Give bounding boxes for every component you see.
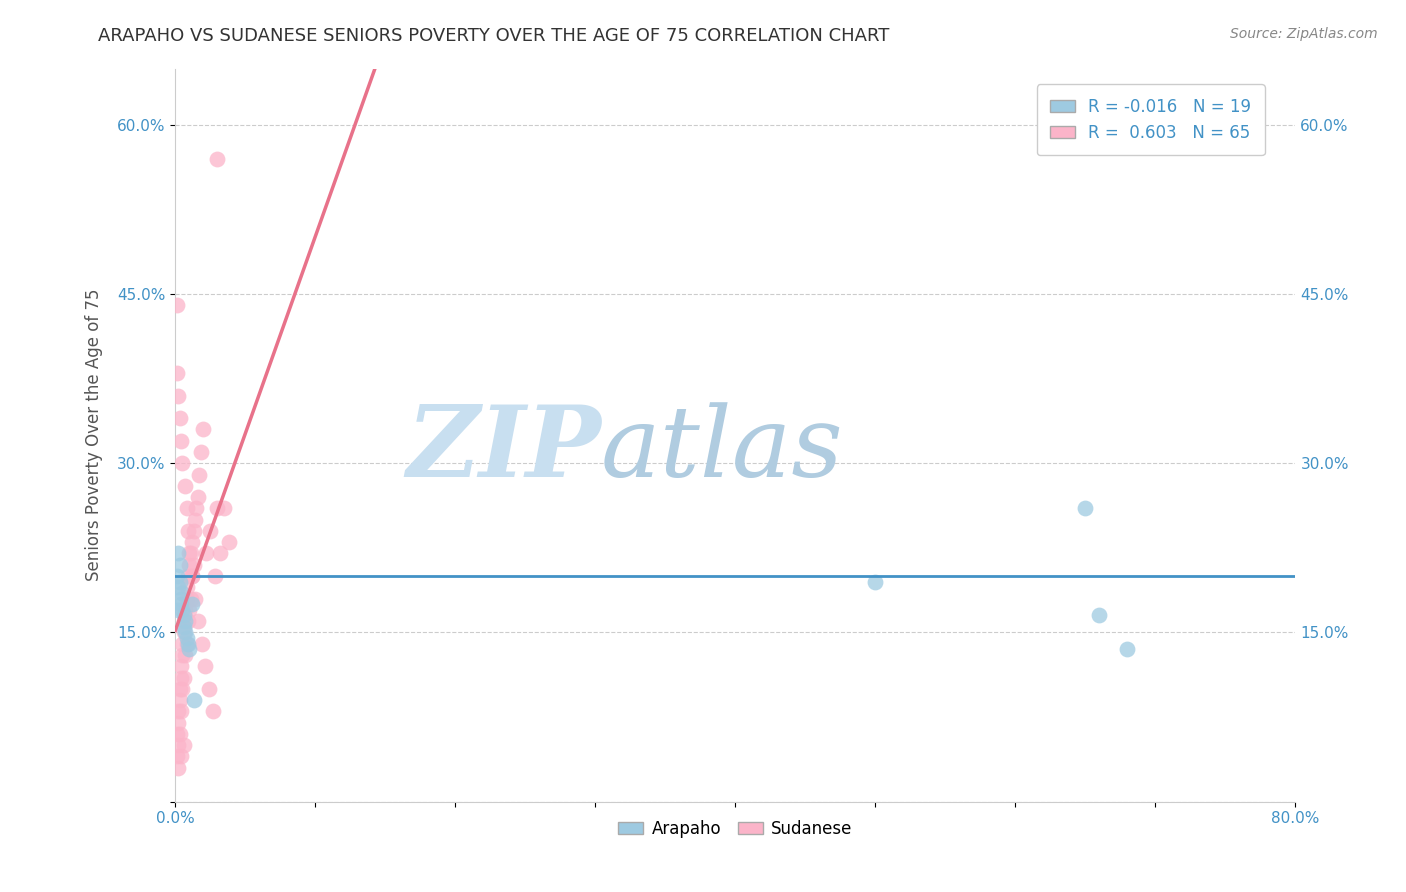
Point	[177, 524, 200, 538]
Point	[190, 445, 212, 459]
Point	[174, 603, 197, 617]
Point	[181, 569, 204, 583]
Point	[1074, 501, 1097, 516]
Point	[170, 704, 193, 718]
Point	[174, 648, 197, 662]
Point	[183, 524, 205, 538]
Point	[191, 637, 214, 651]
Point	[180, 546, 202, 560]
Point	[186, 501, 208, 516]
Point	[173, 614, 195, 628]
Point	[173, 671, 195, 685]
Point	[174, 479, 197, 493]
Point	[170, 749, 193, 764]
Point	[176, 580, 198, 594]
Point	[187, 614, 209, 628]
Point	[183, 558, 205, 572]
Point	[172, 586, 194, 600]
Point	[865, 574, 887, 589]
Point	[172, 637, 194, 651]
Point	[209, 546, 232, 560]
Point	[176, 591, 198, 606]
Point	[166, 749, 188, 764]
Point	[166, 298, 188, 312]
Point	[183, 693, 205, 707]
Point	[169, 411, 191, 425]
Point	[187, 490, 209, 504]
Point	[181, 569, 204, 583]
Point	[173, 738, 195, 752]
Y-axis label: Seniors Poverty Over the Age of 75: Seniors Poverty Over the Age of 75	[86, 289, 103, 582]
Text: atlas: atlas	[600, 402, 844, 498]
Point	[167, 715, 190, 730]
Point	[1088, 608, 1111, 623]
Point	[179, 603, 201, 617]
Point	[174, 625, 197, 640]
Point	[176, 637, 198, 651]
Point	[177, 614, 200, 628]
Point	[188, 467, 211, 482]
Point	[1116, 642, 1139, 657]
Point	[169, 574, 191, 589]
Point	[181, 535, 204, 549]
Point	[180, 591, 202, 606]
Point	[181, 597, 204, 611]
Point	[179, 558, 201, 572]
Point	[218, 535, 240, 549]
Point	[176, 631, 198, 645]
Point	[214, 501, 236, 516]
Point	[167, 704, 190, 718]
Point	[184, 591, 207, 606]
Point	[170, 591, 193, 606]
Text: Source: ZipAtlas.com: Source: ZipAtlas.com	[1230, 27, 1378, 41]
Point	[179, 546, 201, 560]
Point	[170, 434, 193, 448]
Point	[193, 422, 215, 436]
Point	[167, 603, 190, 617]
Point	[176, 501, 198, 516]
Point	[169, 681, 191, 696]
Point	[194, 659, 217, 673]
Point	[173, 608, 195, 623]
Point	[198, 681, 221, 696]
Point	[177, 637, 200, 651]
Point	[170, 671, 193, 685]
Point	[207, 501, 229, 516]
Point	[166, 366, 188, 380]
Point	[167, 738, 190, 752]
Point	[207, 152, 229, 166]
Point	[184, 513, 207, 527]
Point	[169, 693, 191, 707]
Point	[172, 648, 194, 662]
Point	[173, 625, 195, 640]
Point	[166, 569, 188, 583]
Point	[169, 727, 191, 741]
Point	[195, 546, 218, 560]
Point	[173, 620, 195, 634]
Point	[167, 388, 190, 402]
Point	[167, 546, 190, 560]
Point	[167, 761, 190, 775]
Point	[166, 727, 188, 741]
Point	[172, 603, 194, 617]
Point	[170, 659, 193, 673]
Point	[179, 642, 201, 657]
Text: ZIP: ZIP	[406, 401, 600, 498]
Point	[172, 456, 194, 470]
Point	[202, 704, 225, 718]
Legend: Arapaho, Sudanese: Arapaho, Sudanese	[612, 814, 859, 845]
Point	[170, 597, 193, 611]
Point	[174, 614, 197, 628]
Point	[177, 569, 200, 583]
Point	[169, 558, 191, 572]
Point	[204, 569, 226, 583]
Point	[172, 681, 194, 696]
Text: ARAPAHO VS SUDANESE SENIORS POVERTY OVER THE AGE OF 75 CORRELATION CHART: ARAPAHO VS SUDANESE SENIORS POVERTY OVER…	[98, 27, 890, 45]
Point	[167, 580, 190, 594]
Point	[200, 524, 222, 538]
